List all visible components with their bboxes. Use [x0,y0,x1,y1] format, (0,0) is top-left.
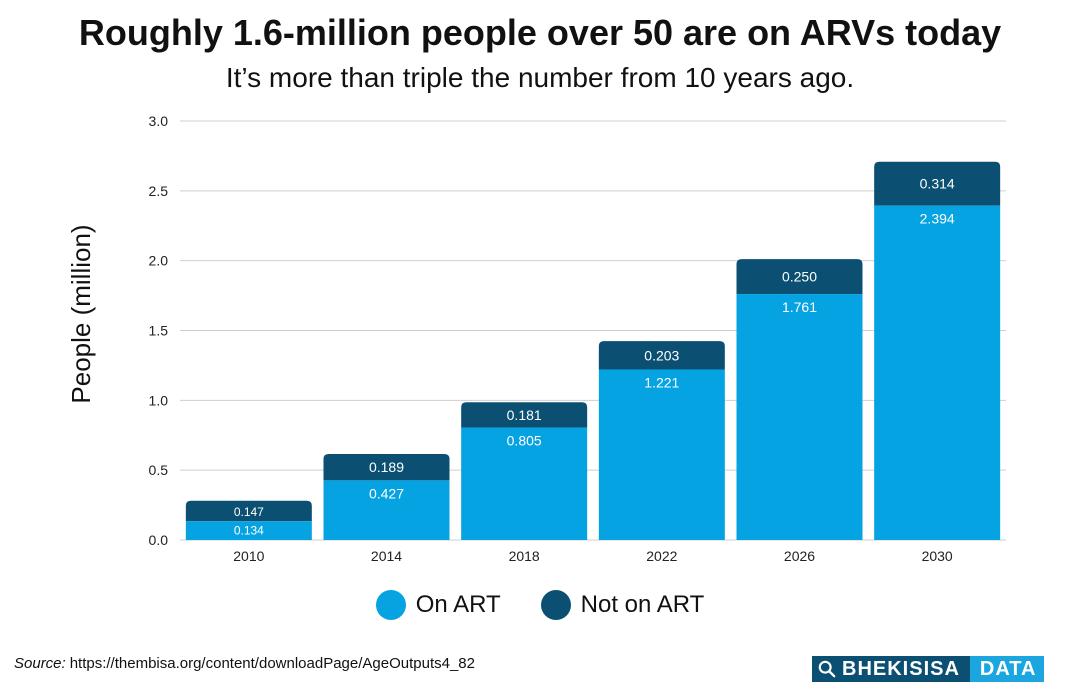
x-tick-label: 2018 [509,548,540,564]
y-axis-label: People (million) [66,224,96,403]
data-label-not-on-art-2014: 0.189 [369,459,404,475]
logo-text-bhekisisa: BHEKISISA [842,657,960,680]
y-axis-ticks: 0.0 0.5 1.0 1.5 2.0 2.5 3.0 [149,113,169,548]
bar-on-art-2030 [874,205,1001,540]
data-label-not-on-art-2018: 0.181 [507,407,542,423]
bar-on-art-2010 [185,521,312,540]
y-tick-label: 0.0 [149,532,169,548]
magnifier-icon [818,660,836,678]
y-tick-label: 2.0 [149,253,169,269]
y-tick-label: 1.5 [149,323,169,339]
bar-on-art-2026 [736,294,863,540]
data-label-on-art-2010: 0.134 [234,524,264,538]
logo-left: BHEKISISA [812,656,970,682]
bar-on-art-2022 [598,369,725,540]
bar-not-on-art-2022 [598,341,725,370]
x-tick-label: 2014 [371,548,402,564]
source-label: Source: [14,655,66,672]
data-label-not-on-art-2022: 0.203 [644,347,679,363]
logo-text-data: DATA [979,657,1037,680]
bar-not-on-art-2010 [185,500,312,522]
legend-item-on-art: On ART [375,590,501,620]
data-label-on-art-2030: 2.394 [920,211,955,227]
data-label-not-on-art-2026: 0.250 [782,269,817,285]
bhekisisa-data-logo: BHEKISISA DATA [812,656,1064,682]
legend-swatch-on-art [375,590,406,620]
legend: On ART Not on ART [0,590,1080,620]
gridlines [180,120,1006,541]
x-tick-label: 2030 [922,548,953,564]
chart-title: Roughly 1.6-million people over 50 are o… [78,12,1002,53]
source-note: Source: https://thembisa.org/content/down… [14,655,475,672]
data-label-on-art-2014: 0.427 [369,485,404,501]
bar-chart: 0.0 0.5 1.0 1.5 2.0 2.5 3.0 0.147 0.134 0.189 0.4… [66,113,1006,564]
y-tick-label: 1.0 [149,392,169,408]
bar-not-on-art-2030 [874,161,1001,206]
data-label-on-art-2026: 1.761 [782,299,817,315]
legend-item-not-on-art: Not on ART [540,590,705,620]
bars: 0.147 0.134 0.189 0.427 0.181 0.805 0.203 1.221… [185,161,1001,540]
data-label-not-on-art-2030: 0.314 [920,176,955,192]
legend-label-on-art: On ART [415,591,501,618]
x-tick-label: 2010 [233,548,264,564]
logo-right: DATA [969,656,1045,682]
bar-not-on-art-2026 [736,259,863,295]
data-label-on-art-2022: 1.221 [644,374,679,390]
bar-on-art-2014 [323,480,450,540]
x-tick-label: 2026 [784,548,815,564]
x-tick-label: 2022 [646,548,677,564]
x-axis-ticks: 2010 2014 2018 2022 2026 2030 [233,548,953,564]
legend-swatch-not-on-art [540,590,571,620]
y-tick-label: 3.0 [149,113,169,129]
y-tick-label: 0.5 [149,462,169,478]
bar-on-art-2018 [461,427,588,540]
data-label-on-art-2018: 0.805 [507,433,542,449]
source-link[interactable]: https://thembisa.org/content/downloadPag… [69,655,475,672]
chart-subtitle: It’s more than triple the number from 10… [225,62,855,93]
bar-not-on-art-2014 [323,453,450,481]
y-tick-label: 2.5 [149,183,169,199]
data-label-not-on-art-2010: 0.147 [234,505,264,519]
bar-not-on-art-2018 [461,402,588,428]
legend-label-not-on-art: Not on ART [580,591,705,618]
